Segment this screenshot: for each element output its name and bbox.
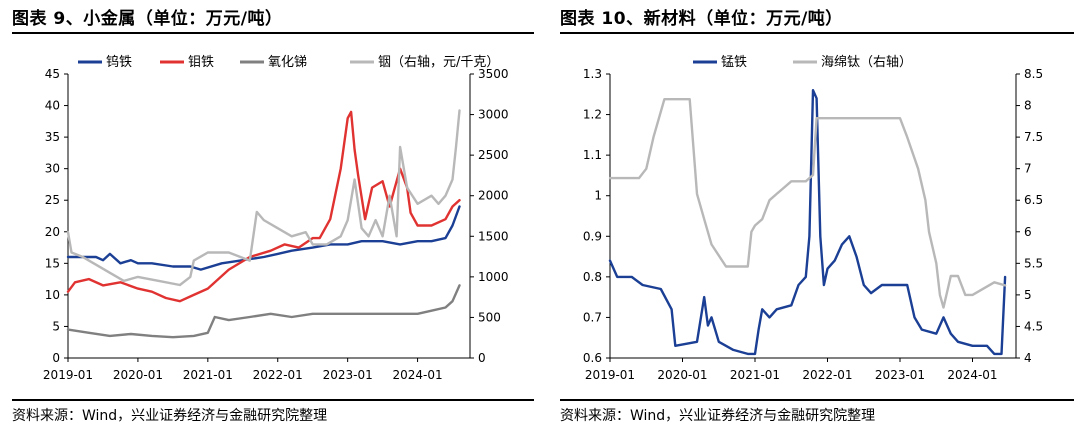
- y-left-tick-label: 0.8: [583, 270, 602, 284]
- y-right-tick-label: 2000: [478, 189, 509, 203]
- chart-tungsten-metals: 0 5 10 15 20 25 30 35 40 45 0 500 1000 1500 2000 2500 30…: [43, 54, 509, 382]
- y-right-tick-label: 7.5: [1024, 130, 1043, 144]
- y-left-tick-label: 1.3: [583, 67, 602, 81]
- y-left-tick-label: 5: [52, 319, 60, 333]
- x-tick-label: 2022-01: [802, 368, 852, 382]
- source-note: 资料来源：Wind，兴业证券经济与金融研究院整理: [560, 408, 876, 424]
- y-left-tick-label: 0.6: [583, 351, 602, 365]
- y-right-tick-label: 6.5: [1024, 193, 1043, 207]
- series-line-0: [608, 89, 1007, 356]
- x-tick-label: 2022-01: [253, 368, 303, 382]
- legend-label: 海绵钛（右轴）: [821, 55, 912, 70]
- x-tick-label: 2023-01: [875, 368, 925, 382]
- y-right-tick-label: 8.5: [1024, 67, 1043, 81]
- left-chart-panel: 图表 9、小金属（单位：万元/吨） 0 5 10 15 20 25 30 35 40 45 0 500…: [12, 9, 534, 424]
- x-tick-label: 2020-01: [657, 368, 707, 382]
- legend-label: 氧化锑: [268, 55, 307, 70]
- y-left-tick-label: 15: [45, 256, 60, 270]
- legend-label: 钨铁: [106, 54, 132, 70]
- y-left-tick-label: 1.1: [583, 148, 602, 162]
- y-right-tick-label: 0: [478, 351, 486, 365]
- y-left-tick-label: 0: [52, 351, 60, 365]
- y-left-tick-label: 1: [594, 189, 602, 203]
- y-right-tick-label: 7: [1024, 162, 1032, 176]
- x-tick-label: 2024-01: [947, 368, 997, 382]
- series-line-2: [66, 284, 461, 339]
- y-right-tick-label: 5.5: [1024, 256, 1043, 270]
- y-right-tick-label: 5: [1024, 288, 1032, 302]
- series-line-1: [608, 98, 1007, 309]
- y-left-tick-label: 30: [45, 162, 60, 176]
- y-right-tick-label: 3000: [478, 108, 509, 122]
- y-right-tick-label: 500: [478, 310, 501, 324]
- y-right-tick-label: 2500: [478, 148, 509, 162]
- y-left-tick-label: 10: [45, 288, 60, 302]
- chart-title: 图表 10、新材料（单位：万元/吨）: [560, 9, 843, 29]
- y-left-tick-label: 20: [45, 225, 60, 239]
- series-line-1: [66, 110, 461, 303]
- x-tick-label: 2019-01: [43, 368, 93, 382]
- chart-title: 图表 9、小金属（单位：万元/吨）: [12, 9, 283, 29]
- y-right-tick-label: 1500: [478, 229, 509, 243]
- y-left-tick-label: 45: [45, 67, 60, 81]
- right-chart-panel: 图表 10、新材料（单位：万元/吨） 0.6 0.7 0.8 0.9 1 1.1 1.2 1.…: [548, 0, 1080, 435]
- x-tick-label: 2021-01: [183, 368, 233, 382]
- x-tick-label: 2020-01: [113, 368, 163, 382]
- x-tick-label: 2021-01: [730, 368, 780, 382]
- x-tick-label: 2024-01: [392, 368, 442, 382]
- source-note: 资料来源：Wind，兴业证券经济与金融研究院整理: [12, 408, 328, 424]
- title-rule: [12, 32, 534, 34]
- y-left-tick-label: 0.9: [583, 229, 602, 243]
- source-rule: [12, 399, 534, 401]
- y-left-tick-label: 0.7: [583, 310, 602, 324]
- y-left-tick-label: 1.2: [583, 108, 602, 122]
- chart-new-materials: 0.6 0.7 0.8 0.9 1 1.1 1.2 1.3 4 4.5 5 5.5 6 6.5 7 7.5 8 8…: [583, 55, 1043, 382]
- source-rule: [560, 399, 1074, 401]
- legend-label: 铟（右轴，元/千克）: [378, 55, 499, 70]
- y-left-tick-label: 35: [45, 130, 60, 144]
- series-line-0: [66, 205, 461, 271]
- legend-label: 锰铁: [721, 55, 747, 70]
- y-left-tick-label: 25: [45, 193, 60, 207]
- y-right-tick-label: 8: [1024, 99, 1032, 113]
- x-tick-label: 2019-01: [585, 368, 635, 382]
- y-right-tick-label: 4: [1024, 351, 1032, 365]
- series-line-3: [66, 109, 461, 287]
- title-rule: [560, 32, 1074, 34]
- y-right-tick-label: 4.5: [1024, 319, 1043, 333]
- x-tick-label: 2023-01: [323, 368, 373, 382]
- y-right-tick-label: 6: [1024, 225, 1032, 239]
- y-right-tick-label: 3500: [478, 67, 509, 81]
- legend-label: 钼铁: [188, 55, 214, 70]
- y-left-tick-label: 40: [45, 99, 60, 113]
- y-right-tick-label: 1000: [478, 270, 509, 284]
